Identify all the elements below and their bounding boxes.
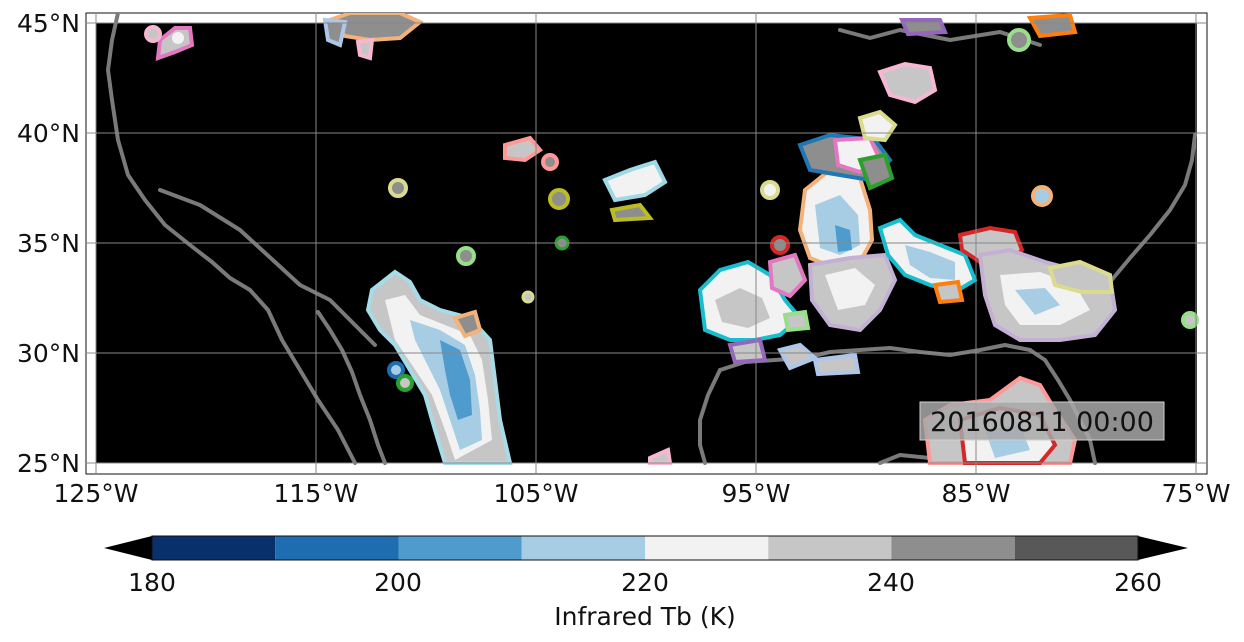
colorbar-bin	[275, 536, 399, 560]
cloud-cluster-southern-plains	[697, 109, 898, 377]
lon-tick-label: 85°W	[941, 479, 1010, 508]
colorbar-bin	[768, 536, 892, 560]
colorbar-label: Infrared Tb (K)	[554, 602, 736, 631]
small-cell	[387, 361, 405, 379]
map-panel: 20160811 00:00 45°N 40°N 35°N 30°N 25°N …	[17, 9, 1231, 508]
lon-tick-label: 95°W	[721, 479, 790, 508]
colorbar-outline	[151, 535, 1139, 561]
lon-axis: 125°W 115°W 105°W 95°W 85°W 75°W	[54, 479, 1231, 508]
colorbar-tick-label: 220	[621, 568, 669, 597]
colorbar-extend-high	[1138, 536, 1188, 560]
lon-tick-label: 105°W	[494, 479, 579, 508]
us-mexico-border-line	[158, 188, 377, 347]
mexico-gulf-coast-line	[698, 368, 722, 465]
lat-tick-label: 45°N	[17, 9, 80, 38]
colorbar-bin	[152, 536, 276, 560]
colorbar-bin	[645, 536, 769, 560]
colorbar-bin	[1014, 536, 1138, 560]
lat-tick-label: 40°N	[17, 119, 80, 148]
lon-tick-label: 115°W	[274, 479, 359, 508]
lat-axis: 45°N 40°N 35°N 30°N 25°N	[17, 9, 80, 478]
colorbar-bin	[891, 536, 1015, 560]
colorbar-bins	[152, 536, 1138, 560]
colorbar-bin	[398, 536, 522, 560]
gulf-coast-line	[718, 343, 1032, 372]
lat-tick-label: 30°N	[17, 339, 80, 368]
lon-tick-label: 75°W	[1161, 479, 1230, 508]
colorbar-tick-label: 200	[374, 568, 422, 597]
lat-tick-label: 35°N	[17, 229, 80, 258]
baja-peninsula-line	[316, 310, 387, 465]
map-gridlines	[86, 13, 1207, 474]
colorbar-extend-low	[104, 536, 152, 560]
colorbar-tick-label: 240	[867, 568, 915, 597]
small-cell	[396, 374, 414, 392]
colorbar-tick-label: 180	[128, 568, 176, 597]
colorbar-tick-label: 260	[1114, 568, 1162, 597]
west-coast-line	[106, 13, 357, 465]
colorbar: 180 200 220 240 260 Infrared Tb (K)	[104, 535, 1188, 631]
timestamp-box: 20160811 00:00	[919, 401, 1165, 441]
lat-tick-label: 25°N	[17, 449, 80, 478]
timestamp-text: 20160811 00:00	[930, 407, 1154, 438]
cloud-cluster-north	[144, 13, 1078, 465]
lon-tick-label: 125°W	[54, 479, 139, 508]
colorbar-bin	[521, 536, 645, 560]
